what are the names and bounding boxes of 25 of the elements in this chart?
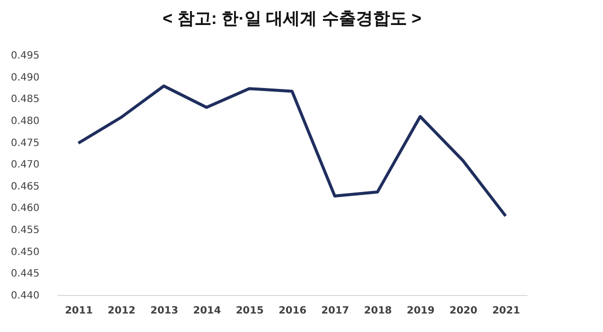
y-tick-label: 0.480 [10,116,40,127]
chart-title: < 참고: 한·일 대세계 수출경합도 > [162,9,422,28]
y-tick-label: 0.445 [10,268,40,280]
x-tick-label: 2021 [492,306,520,316]
y-tick-label: 0.465 [10,181,40,192]
x-tick-label: 2019 [406,306,435,316]
x-tick-label: 2020 [449,306,478,316]
x-tick-label: 2011 [64,306,93,316]
y-tick-label: 0.460 [10,203,40,214]
y-tick-label: 0.490 [10,72,40,84]
x-tick-label: 2012 [108,306,136,316]
x-tick-label: 2013 [150,306,178,316]
y-tick-label: 0.470 [10,160,40,171]
x-tick-label: 2017 [321,306,350,316]
x-tick-label: 2015 [236,306,264,316]
y-tick-label: 0.440 [10,290,40,302]
y-tick-label: 0.455 [10,225,40,236]
x-tick-label: 2018 [364,306,392,316]
y-tick-label: 0.450 [10,246,40,258]
y-tick-label: 0.495 [10,50,40,62]
y-tick-label: 0.475 [10,138,40,149]
x-tick-label: 2014 [193,306,221,316]
y-tick-label: 0.485 [10,94,40,106]
x-tick-label: 2016 [278,306,306,316]
line-series [76,84,508,218]
